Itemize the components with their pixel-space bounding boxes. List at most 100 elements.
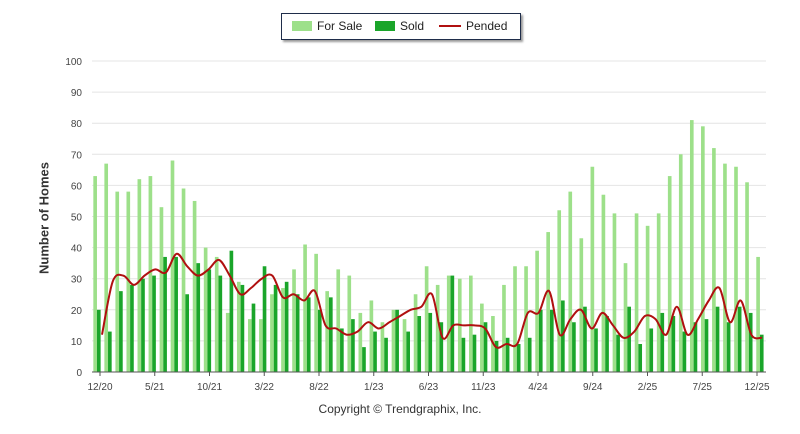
legend-item-pended[interactable]: Pended <box>439 19 507 33</box>
y-tick-label: 50 <box>71 213 83 224</box>
for-sale-bar <box>689 120 694 372</box>
sold-bar <box>516 344 521 372</box>
for-sale-bar <box>612 213 617 372</box>
copyright-text: Copyright © Trendgraphix, Inc. <box>318 402 482 416</box>
sold-bar <box>130 284 134 372</box>
sold-bar <box>671 316 676 372</box>
sold-bar <box>229 250 234 372</box>
for-sale-bar <box>336 269 341 372</box>
for-sale-bar <box>214 256 219 372</box>
for-sale-bar <box>413 294 418 372</box>
sold-bar <box>185 294 190 372</box>
x-tick-label: 4/24 <box>528 382 548 393</box>
legend-item-for-sale[interactable]: For Sale <box>292 19 362 33</box>
x-tick-label: 2/25 <box>638 382 658 393</box>
for-sale-bar <box>424 266 429 372</box>
x-tick-label: 12/20 <box>87 382 112 393</box>
sold-bar <box>295 294 300 372</box>
sold-bar <box>218 275 223 372</box>
legend-label-for-sale: For Sale <box>317 19 363 33</box>
sold-bar <box>649 328 654 372</box>
y-tick-label: 100 <box>65 57 82 68</box>
for-sale-bar <box>104 163 109 372</box>
sold-bar <box>594 328 598 372</box>
sold-bar <box>362 347 366 372</box>
sold-bar <box>538 309 543 372</box>
x-tick-label: 8/22 <box>309 382 329 393</box>
sold-bar <box>428 312 433 372</box>
for-sale-bar <box>723 163 727 372</box>
sold-bar <box>417 316 422 372</box>
for-sale-bar <box>115 191 120 372</box>
legend-swatch-pended <box>439 25 461 27</box>
y-tick-label: 10 <box>71 337 83 348</box>
sold-bar <box>317 309 322 372</box>
y-tick-label: 0 <box>76 368 82 379</box>
x-tick-label: 6/23 <box>419 382 439 393</box>
sold-bar <box>141 278 145 372</box>
sold-bar <box>273 284 278 372</box>
for-sale-bar <box>634 213 639 372</box>
for-sale-bar <box>480 303 484 372</box>
for-sale-bar <box>203 247 208 372</box>
sold-bar <box>384 337 388 372</box>
sold-bar <box>704 319 709 372</box>
for-sale-bar <box>391 309 396 372</box>
for-sale-bar <box>402 319 407 372</box>
for-sale-bar <box>701 126 705 372</box>
for-sale-bar <box>347 275 352 372</box>
for-sale-bar <box>557 210 562 372</box>
sold-bar <box>472 334 477 372</box>
sold-bar <box>638 344 643 372</box>
for-sale-bar <box>623 263 628 372</box>
for-sale-bar <box>712 148 716 372</box>
for-sale-bar <box>358 312 363 372</box>
legend: For Sale Sold Pended <box>281 13 521 40</box>
sold-bar <box>737 306 742 372</box>
for-sale-bar <box>270 294 274 372</box>
for-sale-bar <box>93 176 97 372</box>
y-tick-label: 70 <box>71 150 83 161</box>
for-sale-bar <box>502 284 506 372</box>
for-sale-bar <box>667 176 672 372</box>
y-tick-label: 90 <box>71 88 83 99</box>
sold-bar <box>527 337 532 372</box>
for-sale-bar <box>248 319 252 372</box>
sold-bar <box>439 322 444 372</box>
y-tick-label: 20 <box>71 306 83 317</box>
sold-bar <box>682 331 687 372</box>
sold-bar <box>660 312 665 372</box>
sold-bar <box>693 322 698 372</box>
for-sale-bar <box>535 250 539 372</box>
sold-bar <box>505 337 510 372</box>
for-sale-bar <box>292 269 296 372</box>
for-sale-bar <box>468 275 473 372</box>
sold-bar <box>605 316 609 372</box>
for-sale-bar <box>756 256 760 372</box>
x-tick-label: 1/23 <box>364 382 384 393</box>
sold-bar <box>616 334 620 372</box>
sold-bar <box>395 309 399 372</box>
for-sale-bar <box>259 319 263 372</box>
sold-bar <box>351 319 355 372</box>
for-sale-bar <box>645 225 650 372</box>
for-sale-bar <box>170 160 175 372</box>
sold-bar <box>96 309 101 372</box>
sold-bar <box>759 334 764 372</box>
x-tick-label: 9/24 <box>583 382 603 393</box>
sold-bar <box>174 256 178 372</box>
sold-bar <box>494 340 499 372</box>
y-tick-label: 60 <box>71 181 83 192</box>
legend-label-sold: Sold <box>400 19 425 33</box>
sold-bar <box>572 322 576 372</box>
legend-item-sold[interactable]: Sold <box>375 19 424 33</box>
for-sale-bars <box>93 120 760 372</box>
for-sale-bar <box>446 275 451 372</box>
for-sale-bar <box>159 207 164 372</box>
for-sale-bar <box>590 166 595 372</box>
x-tick-label: 12/25 <box>744 382 769 393</box>
x-tick-label: 11/23 <box>471 382 496 393</box>
for-sale-bar <box>225 312 230 372</box>
for-sale-bar <box>745 182 749 372</box>
